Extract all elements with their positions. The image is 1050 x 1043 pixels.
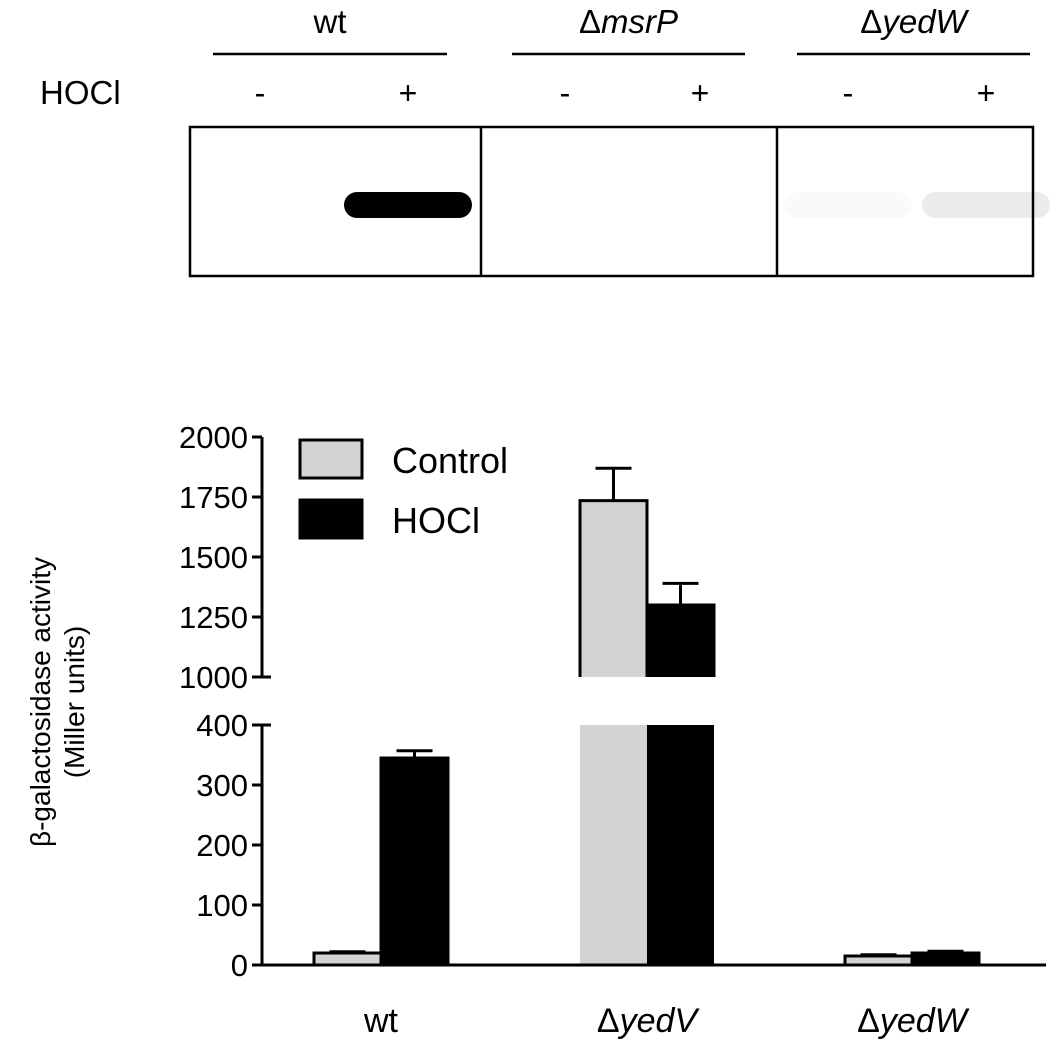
legend: Control HOCl [298,438,508,541]
x-category-label: wt [363,1002,399,1040]
blot-membrane-frame [188,125,1035,278]
blot-treatment-sign: + [977,75,996,111]
bars [312,466,981,967]
y-axis-label: β-galactosidase activity [25,557,56,847]
bar-control-lower-segment [580,725,647,965]
legend-label: Control [392,440,508,481]
x-category-label: ΔyedW [857,1002,970,1040]
label-name: wt [313,3,347,40]
label-name: wt [363,1002,399,1040]
y-tick-label: 100 [196,888,248,923]
blot-lane-label: ΔyedW [860,3,969,40]
blot-lane-groups: wt- +ΔmsrP- +ΔyedW- + [213,3,1030,111]
legend-swatch-hocl [298,498,364,540]
delta-symbol: Δ [579,3,601,40]
x-category-label: ΔyedV [597,1002,701,1040]
y-tick-label: 2000 [179,420,248,455]
label-name: yedV [618,1002,701,1040]
label-name: yedW [880,3,969,40]
delta-symbol: Δ [857,1002,880,1040]
bar-control-upper-segment [580,500,647,677]
label-name: msrP [601,3,678,40]
bar-hocl [910,951,981,967]
delta-symbol: Δ [597,1002,620,1040]
bar-hocl-upper-segment [647,605,714,677]
blot-band [784,192,912,218]
y-tick-label: 400 [196,708,248,743]
blot-lane-label: ΔmsrP [579,3,678,40]
delta-symbol: Δ [860,3,882,40]
y-tick-label: 1250 [179,600,248,635]
y-tick-label: 300 [196,768,248,803]
blot-bands [344,192,1050,218]
y-axis: 0 100 200 300 400 1000 1250 1500 1750 2000 [179,420,271,983]
y-tick-label: 1000 [179,660,248,695]
bar-hocl [379,756,450,967]
blot-treatment-sign: + [399,75,418,111]
label-name: yedW [878,1002,970,1040]
blot-treatment-sign: + [691,75,710,111]
blot-treatment-sign: - [560,75,571,111]
western-blot-panel: HOCl wt- +ΔmsrP- +ΔyedW- + [40,3,1050,278]
y-tick-label: 1750 [179,480,248,515]
blot-treatment-sign: - [843,75,854,111]
y-axis-label: (Miller units) [59,626,90,778]
y-tick-label: 200 [196,828,248,863]
bar-hocl-lower-segment [647,725,714,965]
bar-control [312,951,383,967]
y-tick-label: 1500 [179,540,248,575]
y-tick-label: 0 [231,948,248,983]
legend-label: HOCl [392,500,480,541]
blot-band [344,192,472,218]
blot-treatment-sign: - [255,75,266,111]
blot-band [922,192,1050,218]
blot-treatment-label: HOCl [40,74,121,111]
legend-swatch-control [298,438,364,480]
blot-lane-label: wt [313,3,347,40]
bar-chart: β-galactosidase activity (Miller units) … [25,420,1046,1040]
x-axis: wt ΔyedV ΔyedW [262,963,1046,1040]
